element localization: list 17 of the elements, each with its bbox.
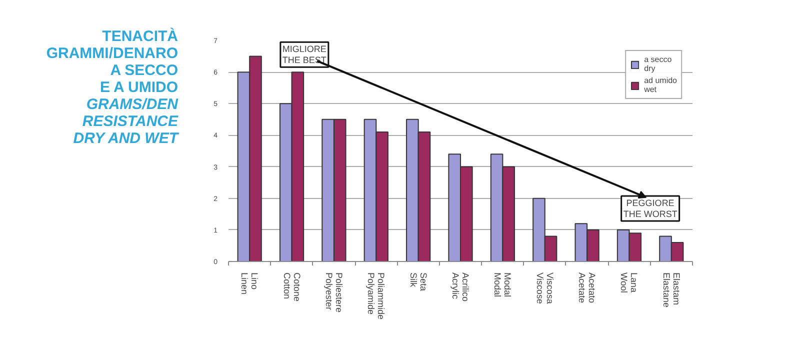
x-tick-label: Elastam Elastane xyxy=(661,272,682,308)
x-tick-label: Acetato Acetate xyxy=(577,272,598,304)
x-tick-label: Viscosa Viscose xyxy=(534,272,555,304)
annotation: PEGGIORE THE WORST xyxy=(623,198,678,219)
x-tick-label: Poliammide Polyamide xyxy=(366,272,386,320)
annotation: MIGLIORE THE BEST xyxy=(282,44,327,66)
x-tick-label: Acrilico Acrylic xyxy=(450,272,470,302)
legend-label: ad umido wet xyxy=(644,76,677,94)
text: GRAMS/DEN RESISTANCE DRY AND WET xyxy=(73,96,178,147)
text: TENACITÀ GRAMMI/DENARO A SECCO E A UMIDO xyxy=(46,28,178,96)
x-tick-label: Poliestere Polyester xyxy=(324,272,344,313)
legend-label: a secco dry xyxy=(644,55,672,73)
x-tick-label: Seta Silk xyxy=(408,272,428,292)
x-tick-label: Lana Wool xyxy=(619,272,640,293)
x-tick-label: Modal Modal xyxy=(492,272,513,298)
x-tick-label: Cotone Cotton xyxy=(282,272,302,302)
x-tick-label: Lino Linen xyxy=(240,272,260,295)
